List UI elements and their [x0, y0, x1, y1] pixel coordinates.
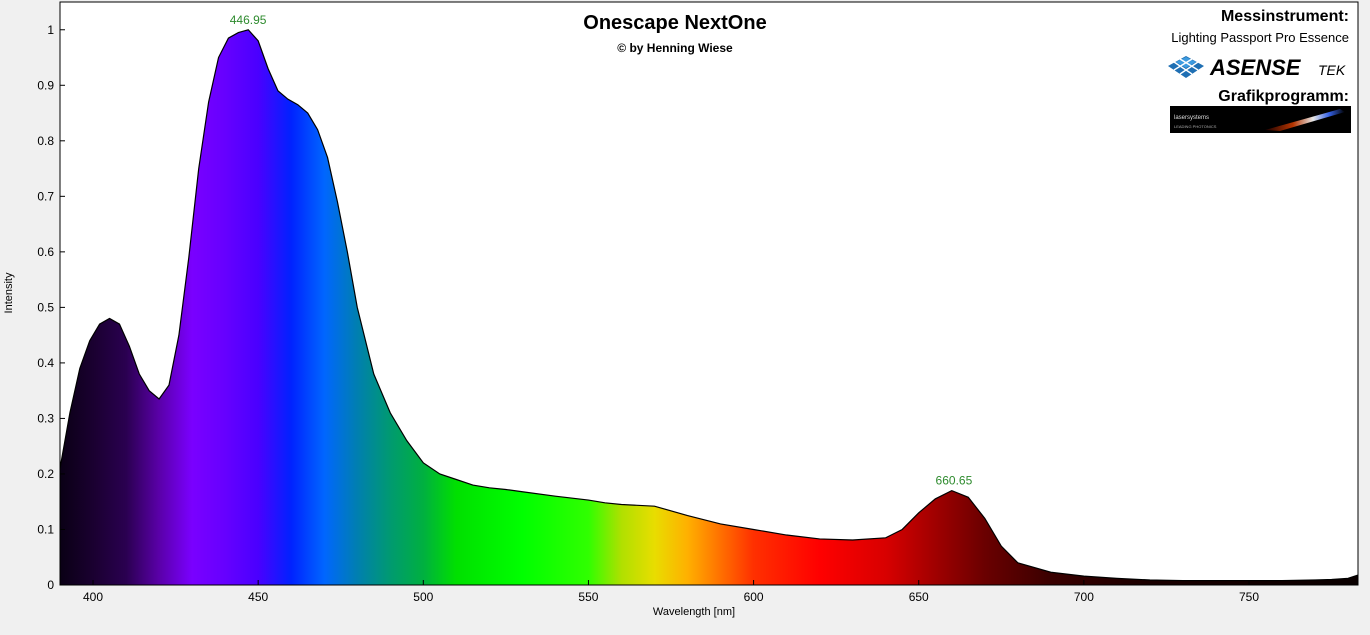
y-tick-label: 0: [47, 578, 54, 592]
x-tick-label: 600: [744, 590, 764, 604]
spectrum-area: [60, 29, 1358, 585]
y-tick-label: 0.1: [37, 522, 54, 536]
y-tick-label: 0.2: [37, 467, 54, 481]
y-tick-label: 0.7: [37, 189, 54, 203]
asensetek-logo: ASENSE TEK: [1168, 55, 1346, 80]
x-tick-label: 450: [248, 590, 268, 604]
x-tick-label: 750: [1239, 590, 1259, 604]
asensetek-logo-text: ASENSE: [1209, 55, 1302, 80]
x-axis-label: Wavelength [nm]: [653, 606, 735, 618]
y-tick-label: 0.4: [37, 356, 54, 370]
x-tick-label: 400: [83, 590, 103, 604]
x-tick-label: 500: [413, 590, 433, 604]
y-tick-label: 0.8: [37, 134, 54, 148]
y-tick-label: 0.3: [37, 411, 54, 425]
software-heading: Grafikprogramm:: [1218, 88, 1349, 105]
lasersystems-logo-text: lasersystems: [1174, 115, 1209, 121]
chart-title: Onescape NextOne: [583, 12, 767, 34]
asensetek-logo-suffix: TEK: [1318, 62, 1346, 78]
instrument-name: Lighting Passport Pro Essence: [1171, 30, 1349, 45]
lasersystems-logo: lasersystems LEADING PHOTONICS: [1170, 106, 1351, 133]
spectrum-line: [60, 29, 1358, 582]
peak-label: 660.65: [936, 474, 973, 488]
y-axis-label: Intensity: [3, 272, 15, 313]
y-tick-label: 0.5: [37, 300, 54, 314]
peak-label: 446.95: [230, 13, 267, 27]
x-tick-label: 700: [1074, 590, 1094, 604]
y-tick-label: 1: [47, 23, 54, 37]
lasersystems-logo-tagline: LEADING PHOTONICS: [1174, 124, 1217, 129]
instrument-heading: Messinstrument:: [1220, 8, 1349, 25]
cube-grid-icon: [1168, 56, 1204, 78]
chart-subtitle: © by Henning Wiese: [617, 41, 733, 55]
y-tick-label: 0.6: [37, 245, 54, 259]
x-tick-label: 550: [578, 590, 598, 604]
y-tick-label: 0.9: [37, 78, 54, 92]
x-tick-label: 650: [909, 590, 929, 604]
plot-frame: [59, 1, 1359, 586]
